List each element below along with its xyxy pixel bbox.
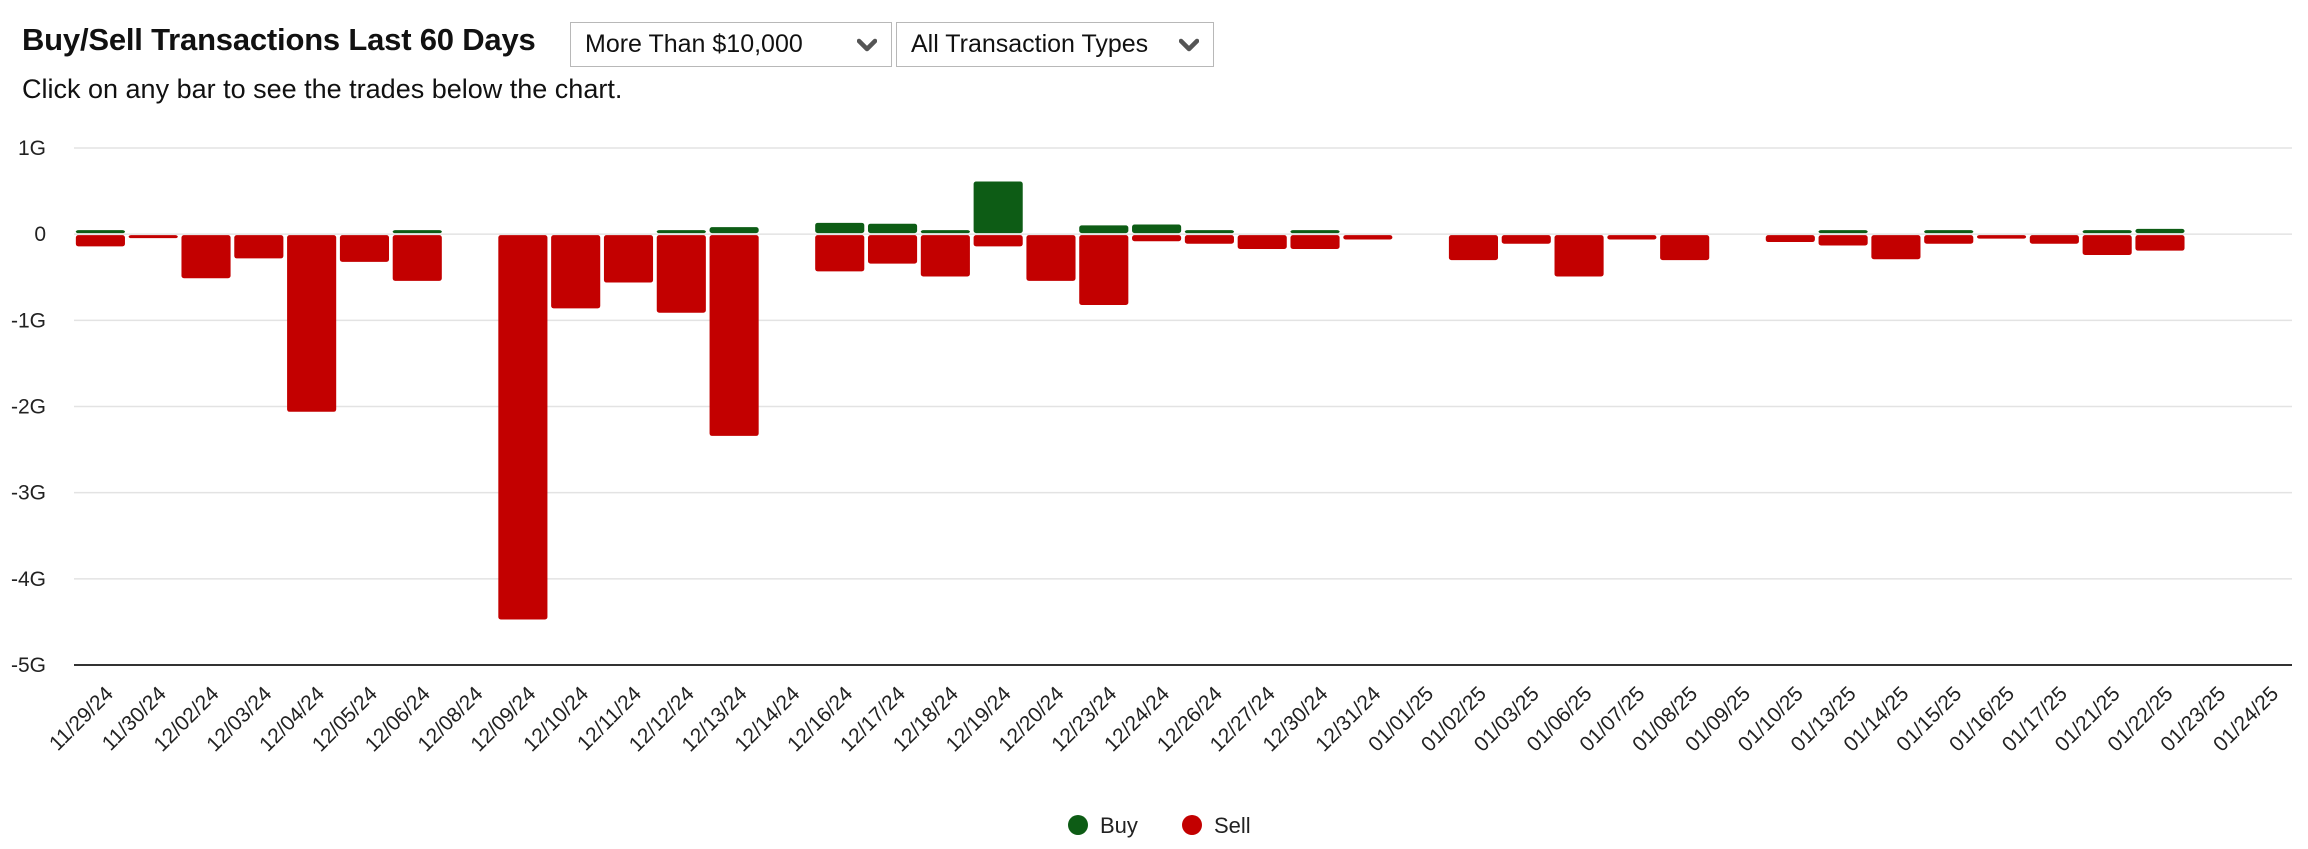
sell-bar[interactable] [2029,235,2079,244]
sell-bar[interactable] [1448,235,1499,261]
sell-bar[interactable] [1343,235,1393,240]
sell-bar[interactable] [1765,235,1815,243]
legend-label: Sell [1214,813,1251,838]
buy-bar[interactable] [1132,224,1182,234]
y-tick-label: -4G [11,568,46,591]
y-tick-label: -5G [11,654,46,677]
sell-bar[interactable] [1818,235,1868,246]
legend: Buy Sell [1068,813,1251,838]
buy-bar[interactable] [867,223,918,234]
sell-bar[interactable] [1607,235,1657,240]
sell-bar[interactable] [287,235,337,412]
sell-bar[interactable] [867,235,918,264]
buy-bar[interactable] [1079,225,1129,234]
transactions-bar-chart: 1G 0 -1G -2G -3G -4G -5G 11/29/2411/30/2412/02/… [11,137,2292,838]
buy-bar[interactable] [1290,230,1340,234]
legend-swatch [1068,815,1088,835]
y-tick-label: -2G [11,396,46,419]
sell-bar[interactable] [1026,235,1076,281]
y-tick-label: -1G [11,309,46,332]
y-tick-label: 0 [34,223,46,246]
legend-item-buy[interactable]: Buy [1068,813,1138,838]
sell-bar[interactable] [920,235,970,277]
x-axis: 11/29/2411/30/2412/02/2412/03/2412/04/24… [45,682,2283,756]
sell-bar[interactable] [75,235,125,247]
chart-title: Buy/Sell Transactions Last 60 Days [22,22,536,57]
legend-item-sell[interactable]: Sell [1182,813,1251,838]
sell-bar[interactable] [392,235,442,281]
buy-bar[interactable] [656,230,706,234]
buy-bar[interactable] [2082,230,2132,234]
chevron-down-icon [1179,38,1199,52]
sell-bar[interactable] [1184,235,1234,244]
sell-bar[interactable] [1290,235,1340,249]
sell-bar[interactable] [603,235,654,283]
sell-bar[interactable] [815,235,865,272]
sell-bar[interactable] [1924,235,1974,244]
legend-label: Buy [1100,813,1138,838]
y-axis: 1G 0 -1G -2G -3G -4G -5G [11,137,2292,677]
amount-filter-dropdown[interactable]: More Than $10,000 [570,22,892,67]
transaction-type-dropdown[interactable]: All Transaction Types [896,22,1214,67]
y-tick-label: -3G [11,482,46,505]
y-tick-label: 1G [18,137,46,160]
sell-bar[interactable] [1237,235,1287,249]
buy-bar[interactable] [709,227,759,234]
sell-bar[interactable] [339,235,390,262]
chart-subtitle: Click on any bar to see the trades below… [22,74,623,104]
sell-bar[interactable] [2135,235,2185,251]
transaction-type-value: All Transaction Types [911,30,1149,58]
buy-bar[interactable] [392,230,442,234]
sell-bar[interactable] [1554,235,1604,277]
sell-bar[interactable] [234,235,284,259]
buy-bar[interactable] [1818,230,1868,234]
buy-bar[interactable] [815,222,865,234]
buy-bar[interactable] [75,230,125,234]
sell-bar[interactable] [656,235,706,313]
amount-filter-value: More Than $10,000 [585,30,803,58]
sell-bar[interactable] [181,235,231,279]
sell-bar[interactable] [1976,235,2027,239]
bars [75,181,2185,620]
sell-bar[interactable] [709,235,759,436]
chevron-down-icon [857,38,877,52]
sell-bar[interactable] [1871,235,1921,260]
sell-bar[interactable] [1660,235,1710,261]
legend-swatch [1182,815,1202,835]
sell-bar[interactable] [1132,235,1182,242]
sell-bar[interactable] [1501,235,1551,244]
buy-bar[interactable] [2135,228,2185,234]
sell-bar[interactable] [1079,235,1129,305]
buy-bar[interactable] [1924,230,1974,234]
buy-bar[interactable] [920,230,970,234]
buy-bar[interactable] [1184,230,1234,234]
sell-bar[interactable] [128,235,178,239]
chart-header: Buy/Sell Transactions Last 60 Days Click… [22,20,2292,110]
sell-bar[interactable] [973,235,1023,247]
sell-bar[interactable] [498,235,548,620]
buy-bar[interactable] [973,181,1023,234]
sell-bar[interactable] [551,235,601,309]
sell-bar[interactable] [2082,235,2132,255]
